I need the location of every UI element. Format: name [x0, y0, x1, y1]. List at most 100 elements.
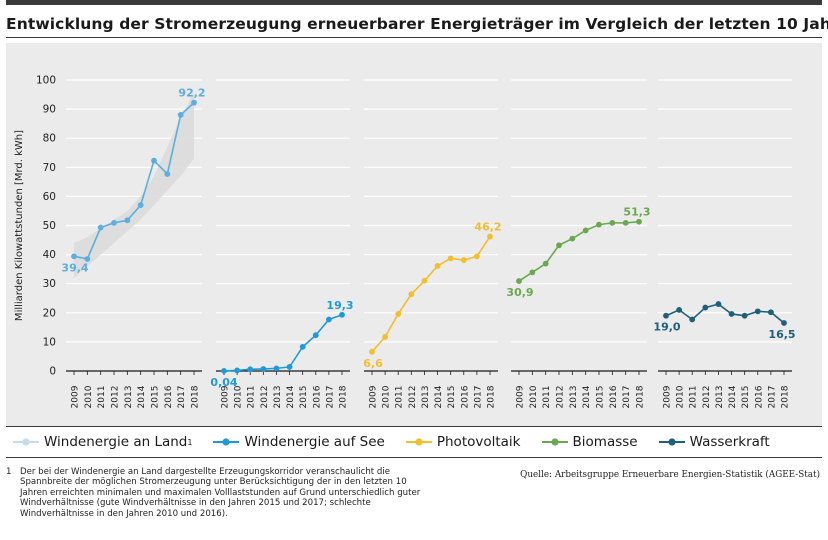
x-tick-label: 2011	[689, 386, 699, 409]
y-tick-label: 80	[43, 133, 56, 145]
wind-corridor-band	[74, 91, 194, 278]
x-tick-label: 2016	[754, 385, 764, 408]
x-tick-label: 2014	[582, 385, 592, 408]
y-tick-label: 60	[43, 191, 56, 203]
data-point	[247, 366, 254, 373]
x-tick-label: 2015	[151, 386, 161, 409]
legend-item-wasserkraft: Wasserkraft	[658, 434, 770, 450]
data-point	[299, 343, 306, 350]
data-point	[191, 99, 197, 106]
x-tick-label: 2017	[177, 386, 187, 409]
x-tick-label: 2010	[529, 385, 539, 408]
data-point	[702, 304, 709, 311]
y-tick-label: 0	[49, 366, 56, 378]
start-value-label: 30,9	[506, 286, 533, 299]
data-point	[395, 311, 402, 317]
x-tick-label: 2018	[191, 385, 201, 408]
title-rule	[6, 37, 822, 38]
y-tick-label: 30	[43, 278, 56, 290]
legend-label: Windenergie an Land	[44, 434, 188, 450]
legend-item-biomasse: Biomasse	[541, 434, 638, 450]
data-point	[542, 260, 549, 267]
x-tick-label: 2012	[556, 386, 566, 409]
x-tick-label: 2013	[715, 386, 725, 409]
x-tick-label: 2014	[286, 385, 296, 408]
x-tick-label: 2010	[676, 385, 686, 408]
x-tick-label: 2012	[702, 386, 712, 409]
legend-item-photovoltaik: Photovoltaik	[405, 434, 521, 450]
data-point	[754, 308, 761, 315]
x-tick-label: 2018	[781, 385, 791, 408]
start-value-label: 0,04	[210, 376, 237, 389]
data-point	[111, 219, 117, 226]
x-tick-label: 2011	[395, 386, 405, 409]
x-tick-label: 2014	[434, 385, 444, 408]
data-point	[151, 157, 157, 164]
footnote: 1 Der bei der Windenergie an Land darges…	[6, 467, 426, 519]
legend: Windenergie an Land 1 Windenergie auf See…	[6, 426, 822, 458]
data-point	[767, 309, 774, 316]
end-value-label: 46,2	[474, 221, 501, 234]
data-point	[596, 221, 602, 228]
legend-label: Wasserkraft	[689, 434, 770, 450]
x-tick-label: 2011	[542, 386, 552, 409]
x-tick-label: 2018	[636, 385, 646, 408]
end-value-label: 51,3	[623, 206, 650, 219]
legend-label: Photovoltaik	[436, 434, 521, 450]
data-point	[582, 227, 589, 234]
light-line-marker-icon	[13, 438, 39, 446]
data-point	[273, 365, 280, 372]
legend-label: Biomasse	[572, 434, 638, 450]
end-value-label: 92,2	[178, 87, 205, 100]
source-note: Quelle: Arbeitsgruppe Erneuerbare Energi…	[520, 470, 820, 480]
x-tick-label: 2010	[234, 385, 244, 408]
x-tick-label: 2015	[299, 386, 309, 409]
y-tick-label: 100	[36, 75, 56, 87]
x-tick-label: 2015	[741, 386, 751, 409]
data-point	[622, 219, 629, 226]
data-point	[339, 311, 345, 318]
x-tick-label: 2014	[137, 385, 147, 408]
x-tick-label: 2009	[221, 385, 231, 408]
data-point	[741, 312, 748, 319]
x-tick-label: 2010	[382, 385, 392, 408]
start-value-label: 39,4	[61, 261, 88, 274]
chart-background	[6, 43, 822, 426]
x-tick-label: 2011	[247, 386, 257, 409]
data-point	[234, 367, 241, 374]
data-point	[177, 112, 184, 118]
end-value-label: 16,5	[768, 328, 795, 341]
data-point	[260, 366, 267, 372]
x-tick-label: 2017	[473, 386, 483, 409]
line-marker-icon	[658, 438, 685, 446]
series-line	[73, 102, 195, 260]
x-tick-label: 2015	[596, 386, 606, 409]
line-marker-icon	[213, 438, 240, 446]
data-point	[221, 367, 227, 374]
x-tick-label: 2017	[767, 386, 777, 409]
chart-plot: Milliarden Kilowattstunden [Mrd. kWh] 0 10…	[14, 75, 796, 409]
y-tick-label: 10	[43, 336, 56, 348]
x-tick-label: 2012	[408, 386, 418, 409]
x-tick-label: 2014	[728, 385, 738, 408]
x-tick-label: 2010	[84, 385, 94, 408]
y-axis-label: Milliarden Kilowattstunden [Mrd. kWh]	[14, 130, 25, 321]
y-tick-label: 50	[43, 220, 56, 232]
data-point	[676, 306, 683, 313]
data-point	[636, 218, 642, 225]
data-point	[97, 224, 104, 231]
data-point	[382, 334, 389, 340]
data-point	[728, 311, 735, 317]
x-tick-label: 2015	[447, 386, 457, 409]
footnote-text: Der bei der Windenergie an Land dargeste…	[20, 467, 421, 519]
line-marker-icon	[541, 438, 568, 446]
x-tick-label: 2012	[260, 386, 270, 409]
line-marker-icon	[405, 438, 432, 446]
x-tick-label: 2009	[369, 385, 379, 408]
x-tick-label: 2013	[124, 386, 134, 409]
data-point	[71, 253, 77, 260]
x-tick-label: 2016	[164, 385, 174, 408]
data-point	[84, 256, 91, 262]
data-point	[325, 316, 332, 323]
x-tick-label: 2009	[663, 385, 673, 408]
